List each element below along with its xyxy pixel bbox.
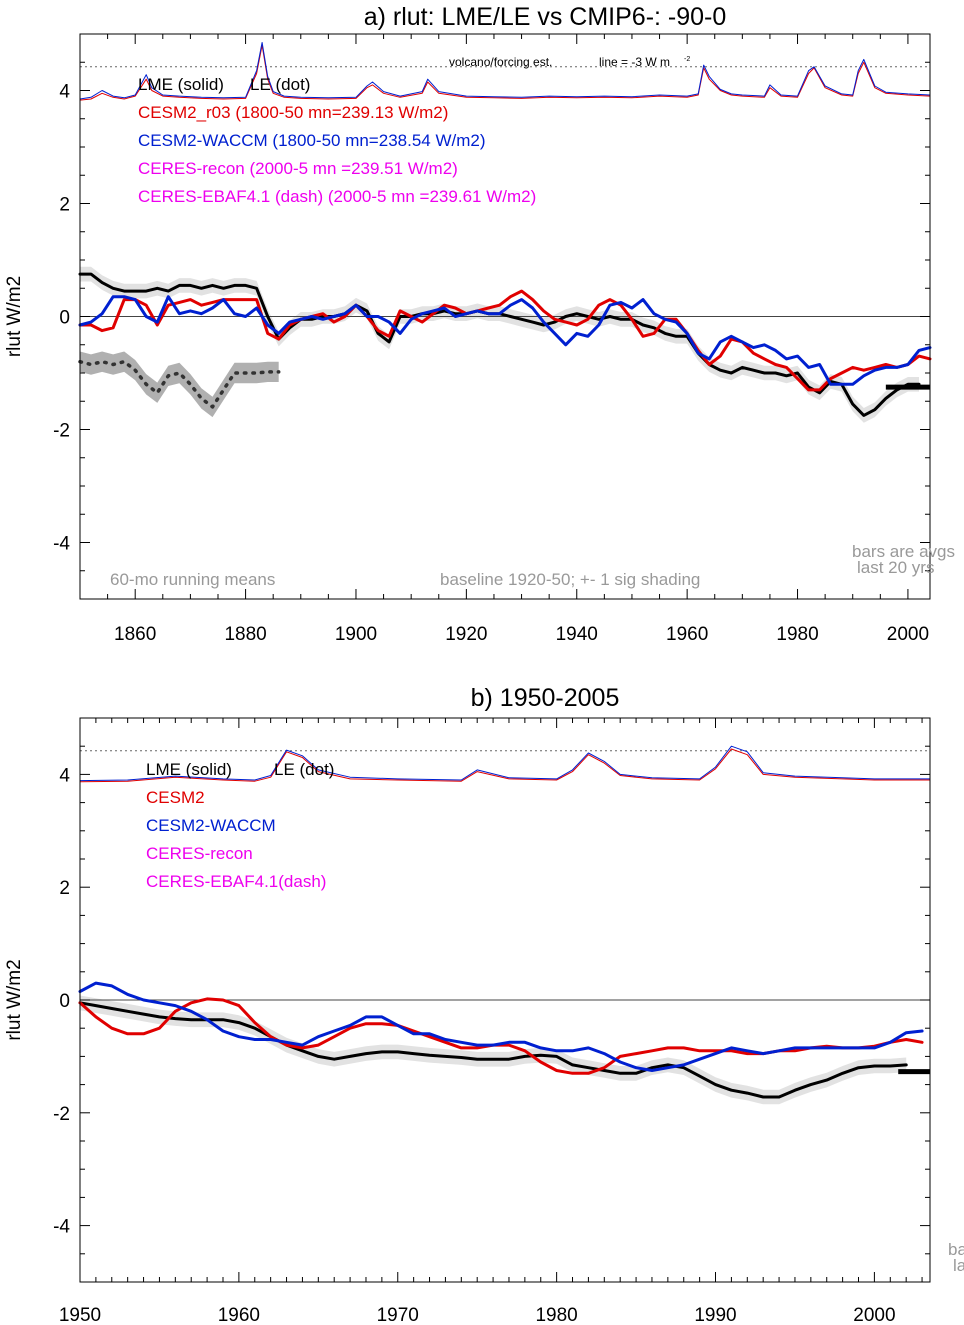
legend-entry: CERES-EBAF4.1(dash) xyxy=(146,872,326,891)
y-tick-label: 2 xyxy=(59,878,70,899)
series-line-volcano-forcing-est-cesm2 xyxy=(79,44,931,101)
panel-b: -4 -2 0 2 4 1950 1960 1970 1980 1990 2000 b) 1950-2… xyxy=(4,684,964,1325)
panel-a: -4 -2 0 2 4 1860 1880 1900 1920 1940 1960 1980 2000 a… xyxy=(4,3,955,645)
le-sigma-shading xyxy=(80,351,279,418)
x-tick-label: 1950 xyxy=(59,1305,101,1325)
y-tick-label: -4 xyxy=(53,1217,70,1238)
series-line-cesm2-waccm xyxy=(78,981,924,1072)
series-line-volcano-forcing-est-cesm2-waccm xyxy=(79,42,931,100)
x-tick-label: 1940 xyxy=(556,624,598,645)
legend-entry: CERES-recon xyxy=(146,844,253,863)
footer-baseline: baseline 1920-50; +- 1 sig shading xyxy=(440,570,700,589)
x-tick-label: 1960 xyxy=(218,1305,260,1325)
x-tick-label: 1990 xyxy=(694,1305,736,1325)
chart-title: b) 1950-2005 xyxy=(471,684,620,712)
bars-note-line2: la xyxy=(953,1256,964,1275)
legend-entry: CERES-recon (2000-5 mn =239.51 W/m2) xyxy=(138,159,458,178)
line-scale-label: line = -3 W m xyxy=(599,55,670,69)
series-line-volcano-forcing-est-cesm2 xyxy=(79,748,931,783)
legend-header-lme: LME (solid) xyxy=(146,760,232,779)
legend-entry: CESM2-WACCM (1800-50 mn=238.54 W/m2) xyxy=(138,131,486,150)
x-tick-label: 1880 xyxy=(224,624,266,645)
x-tick-label: 2000 xyxy=(887,624,929,645)
y-tick-label: -4 xyxy=(53,534,70,555)
series-line-cesm2-waccm xyxy=(78,295,932,386)
line-scale-sup: -2 xyxy=(684,56,690,63)
y-tick-label: 0 xyxy=(59,308,70,329)
legend-entry: CESM2 xyxy=(146,788,205,807)
x-tick-label: 1920 xyxy=(445,624,487,645)
series-line-volcano-forcing-est-cesm2-waccm xyxy=(79,745,931,782)
y-tick-label: 0 xyxy=(59,991,70,1012)
bars-note-line2: last 20 yrs xyxy=(857,558,934,577)
bars-note-line1: bars are avgs xyxy=(852,542,955,561)
legend-entry: CESM2_r03 (1800-50 mn=239.13 W/m2) xyxy=(138,103,448,122)
volcano-label: volcano/forcing est. xyxy=(449,55,552,69)
y-axis-label: rlut W/m2 xyxy=(4,276,25,357)
x-tick-label: 1980 xyxy=(535,1305,577,1325)
y-axis-label: rlut W/m2 xyxy=(4,959,25,1040)
series-line-le-dot xyxy=(78,359,281,409)
footer-running-means: 60-mo running means xyxy=(110,570,275,589)
x-tick-label: 1970 xyxy=(377,1305,419,1325)
x-tick-label: 1900 xyxy=(335,624,377,645)
legend-entry: CESM2-WACCM xyxy=(146,816,276,835)
x-tick-label: 2000 xyxy=(853,1305,895,1325)
x-tick-label: 1960 xyxy=(666,624,708,645)
legend-header-lme: LME (solid) xyxy=(138,75,224,94)
chart-title: a) rlut: LME/LE vs CMIP6-: -90-0 xyxy=(364,3,727,31)
legend-header-le: LE (dot) xyxy=(274,760,334,779)
bars-note-line1: ba xyxy=(948,1240,964,1259)
series-line-lme-solid xyxy=(78,1001,908,1099)
legend-entry: CERES-EBAF4.1 (dash) (2000-5 mn =239.61 … xyxy=(138,187,536,206)
y-tick-label: 2 xyxy=(59,195,70,216)
y-tick-label: -2 xyxy=(53,1104,70,1125)
x-tick-label: 1980 xyxy=(776,624,818,645)
y-tick-label: 4 xyxy=(59,765,70,786)
y-tick-label: -2 xyxy=(53,421,70,442)
legend-header-le: LE (dot) xyxy=(250,75,310,94)
y-tick-label: 4 xyxy=(59,82,70,103)
x-tick-label: 1860 xyxy=(114,624,156,645)
